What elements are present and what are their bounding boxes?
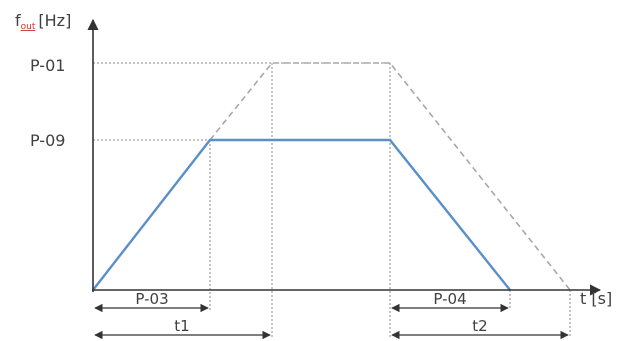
label-decel-total: t2 [472, 317, 487, 335]
y-axis-symbol: f [15, 11, 21, 30]
y-axis-unit: [Hz] [38, 11, 71, 30]
label-lower-level: P-09 [30, 131, 65, 150]
label-accel-ramp: P-03 [135, 290, 168, 308]
profile-upper-dashed [209, 62, 571, 291]
label-upper-level: P-01 [30, 56, 65, 75]
y-axis-subscript: out [21, 22, 36, 32]
profile-lower-solid [92, 138, 511, 291]
label-decel-ramp: P-04 [433, 290, 466, 308]
label-accel-total: t1 [174, 317, 189, 335]
x-axis-title: t [s] [580, 289, 612, 308]
y-axis-title: fout [Hz] [15, 11, 71, 32]
